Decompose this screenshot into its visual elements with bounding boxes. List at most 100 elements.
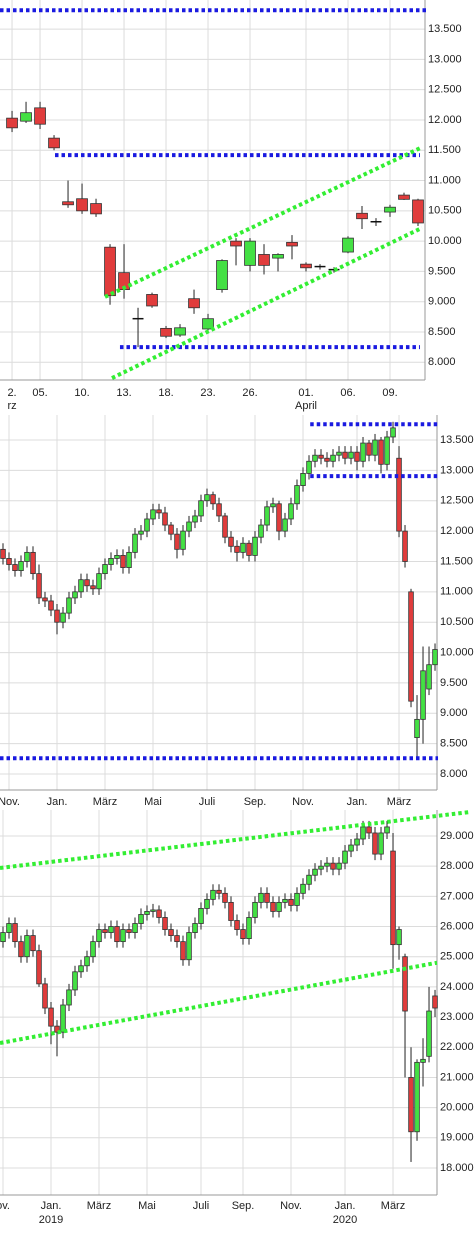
y-tick-label: 29.000 [440,830,474,842]
candle-body [76,198,88,212]
candle-body [288,503,294,520]
y-tick-label: 11.000 [428,174,461,186]
x-tick-label: Nov. [280,1200,302,1212]
candle-body [396,929,402,946]
y-tick-label: 13.500 [428,23,462,35]
candle-body [156,509,162,514]
candle-body [18,561,24,571]
x-tick-label: Jan. [347,796,368,808]
candle-body [162,512,168,526]
x-tick-label: März [387,796,411,808]
candle-body [146,294,158,307]
candle-body [240,929,246,940]
candle-body [270,503,276,508]
x-tick-label: 05. [32,387,47,399]
candle-body [360,826,366,840]
candle-body [34,107,46,125]
candle-body [84,956,90,967]
candle-body [156,909,162,918]
y-tick-label: 8.000 [428,356,456,368]
candle-body [168,929,174,936]
y-tick-label: 21.000 [440,1071,474,1083]
candle-body [244,240,256,266]
candle-body [150,509,156,520]
candle-body [330,454,336,462]
candle-body [252,901,258,918]
candle-body [398,194,410,200]
candle-body [272,254,284,259]
candle-body [114,555,120,559]
candle-body [174,533,180,550]
candle-body [132,923,138,933]
y-tick-label: 10.000 [428,235,462,247]
candle-body [342,850,348,864]
candle-body [42,983,48,1009]
candle-body [0,548,6,559]
candle-body [104,246,116,297]
candle-body [402,956,408,1012]
candle-body [414,718,420,738]
candle-body [54,609,60,623]
candle-body [6,923,12,933]
candle-body [60,1004,66,1033]
y-tick-label: 28.000 [440,860,474,872]
candle-body [198,500,204,517]
y-tick-label: 12.500 [440,495,474,507]
candle-body [348,844,354,852]
candle-body [30,935,36,952]
y-tick-label: 10.500 [428,205,462,217]
candle-body [230,240,242,247]
candle-body [84,579,90,587]
candle-body [420,670,426,720]
candle-body [412,199,424,224]
candle-body [120,555,126,568]
candle-body [102,929,108,933]
candle-body [288,898,294,906]
candle-body [324,457,330,462]
candle-body [20,112,32,122]
x-tick-label: Juli [199,796,216,808]
candle-body [258,524,264,538]
candle-body [96,573,102,590]
candle-body [204,898,210,909]
candle-body [108,558,114,565]
x-tick-label: 26. [242,387,257,399]
candle-body [276,901,282,912]
candle-body [306,460,312,474]
candle-body [138,914,144,924]
candle-body [66,989,72,1006]
x-tick-label: Sep. [232,1200,255,1212]
candle-body [348,451,354,459]
x-tick-label: März [87,1200,111,1212]
candle-body [234,920,240,930]
y-tick-label: 27.000 [440,890,474,902]
y-tick-label: 18.000 [440,1162,474,1174]
candle-body [360,442,366,462]
candle-body [216,260,228,291]
candle-body [96,929,102,943]
y-tick-label: 9.000 [440,707,468,719]
candle-body [120,929,126,943]
candle-body [426,1010,432,1057]
candle-body [396,457,402,532]
candle-body [78,579,84,593]
candle-body [186,932,192,961]
x-tick-label: 09. [382,387,397,399]
candle-body [258,254,270,266]
trend-line [111,226,423,380]
candle-body [48,137,60,149]
candle-body [210,889,216,900]
x-tick-label: März [381,1200,405,1212]
candle-body [114,926,120,943]
trend-line [0,960,438,1046]
candle-body [90,203,102,215]
y-tick-label: 12.000 [428,114,462,126]
x-tick-sublabel: 2019 [39,1214,63,1226]
candle-body [24,551,30,562]
x-tick-label: 2. [7,387,16,399]
candle-body [300,473,306,486]
x-tick-label: Sep. [244,796,267,808]
x-tick-sublabel: rz [7,400,16,412]
candle-body [294,892,300,906]
x-tick-label: ov. [0,1200,10,1212]
